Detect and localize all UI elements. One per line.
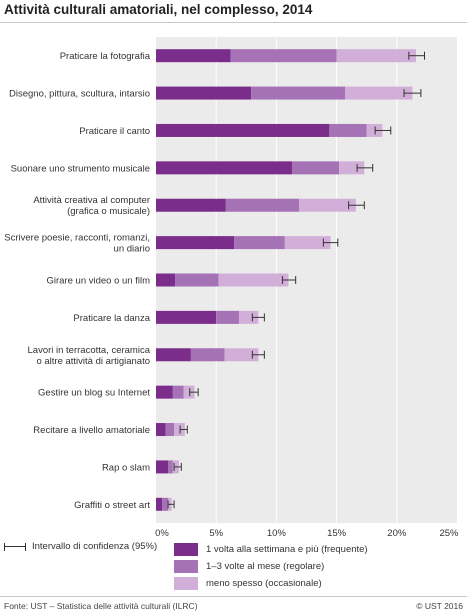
confidence-interval-symbol xyxy=(4,542,26,551)
category-label: Scrivere poesie, racconti, romanzi, un di… xyxy=(4,233,150,255)
bar-occasionale xyxy=(284,236,331,250)
x-tick-labels: 0% 5% 10% 15% 20% 25% xyxy=(155,528,459,539)
bar-frequente xyxy=(156,348,191,362)
category-label-line: Rap o slam xyxy=(102,462,150,473)
category-label-line: Suonare uno strumento musicale xyxy=(11,163,150,174)
bar-regolare xyxy=(175,273,219,287)
bar-occasionale xyxy=(218,273,289,287)
bar-regolare xyxy=(225,198,300,212)
legend-confidence-interval: Intervallo di confidenza (95%) xyxy=(4,541,157,552)
legend-item-regolare: 1–3 volte al mese (regolare) xyxy=(174,558,368,575)
bar-regolare xyxy=(216,310,240,324)
legend-item-frequente: 1 volta alla settimana e più (frequente) xyxy=(174,541,368,558)
category-labels: Praticare la fotografia Disegno, pittura,… xyxy=(4,51,150,511)
category-label: Disegno, pittura, scultura, intarsio xyxy=(9,89,150,100)
bar-occasionale xyxy=(345,86,413,100)
bar-occasionale xyxy=(366,123,383,137)
bar-occasionale xyxy=(239,310,259,324)
confidence-intervals xyxy=(167,51,425,509)
category-label-line: Girare un video o un film xyxy=(47,276,151,287)
bar-occasionale xyxy=(224,348,259,362)
x-tick-label: 25% xyxy=(439,528,459,539)
x-tick-label: 15% xyxy=(327,528,347,539)
category-label: Rap o slam xyxy=(102,462,150,473)
category-label: Praticare la fotografia xyxy=(60,51,151,62)
bar-frequente xyxy=(156,423,166,437)
category-label-line: Attività creativa al computer xyxy=(33,195,150,206)
category-label: Graffiti o street art xyxy=(74,500,150,511)
category-label: Suonare uno strumento musicale xyxy=(11,163,150,174)
bar-frequente xyxy=(156,497,163,511)
category-label-line: Lavori in terracotta, ceramica xyxy=(28,345,151,356)
legend-swatch-frequente xyxy=(174,543,198,556)
category-label-line: Graffiti o street art xyxy=(74,500,150,511)
bar-occasionale xyxy=(339,161,365,175)
category-label: Lavori in terracotta, ceramica o altre at… xyxy=(28,345,151,367)
category-label: Recitare a livello amatoriale xyxy=(33,425,150,436)
bar-occasionale xyxy=(174,423,185,437)
category-label-line: o altre attività di artigianato xyxy=(36,356,150,367)
bar-frequente xyxy=(156,460,169,474)
bar-regolare xyxy=(165,423,175,437)
bar-frequente xyxy=(156,310,217,324)
bars xyxy=(156,49,417,511)
bar-occasionale xyxy=(336,49,417,63)
bar-regolare xyxy=(234,236,285,250)
bar-frequente xyxy=(156,198,226,212)
title-divider xyxy=(0,22,467,23)
category-label-line: Praticare la danza xyxy=(73,313,150,324)
legend-swatch-regolare xyxy=(174,560,198,573)
bar-regolare xyxy=(172,385,184,399)
category-label: Praticare il canto xyxy=(79,126,150,137)
chart-title: Attività culturali amatoriali, nel compl… xyxy=(4,2,313,17)
bar-frequente xyxy=(156,86,252,100)
bar-frequente xyxy=(156,161,293,175)
category-label: Attività creativa al computer (grafica o … xyxy=(33,195,150,217)
bar-occasionale xyxy=(299,198,356,212)
source-note: Fonte: UST – Statistica delle attività c… xyxy=(4,601,198,611)
bar-occasionale xyxy=(183,385,195,399)
footer-divider xyxy=(0,596,467,597)
bar-regolare xyxy=(251,86,346,100)
bar-regolare xyxy=(292,161,340,175)
category-label-line: Scrivere poesie, racconti, romanzi, xyxy=(4,233,150,244)
x-tick-label: 5% xyxy=(209,528,223,539)
category-label-line: Gestire un blog su Internet xyxy=(38,388,150,399)
bar-frequente xyxy=(156,236,235,250)
bar-frequente xyxy=(156,273,176,287)
x-tick-label: 10% xyxy=(267,528,287,539)
category-label-line: Praticare la fotografia xyxy=(60,51,151,62)
bar-regolare xyxy=(230,49,337,63)
legend-ci-label: Intervallo di confidenza (95%) xyxy=(32,541,158,552)
x-tick-label: 0% xyxy=(155,528,169,539)
bar-frequente xyxy=(156,123,330,137)
bar-frequente xyxy=(156,49,231,63)
bar-regolare xyxy=(168,460,173,474)
legend-label-regolare: 1–3 volte al mese (regolare) xyxy=(206,561,325,572)
x-tick-label: 20% xyxy=(387,528,407,539)
bar-frequente xyxy=(156,385,173,399)
legend-item-occasionale: meno spesso (occasionale) xyxy=(174,575,368,592)
category-label: Gestire un blog su Internet xyxy=(38,388,150,399)
legend-swatch-occasionale xyxy=(174,577,198,590)
category-label-line: un diario xyxy=(114,244,150,255)
category-label-line: (grafica o musicale) xyxy=(67,206,150,217)
category-label-line: Praticare il canto xyxy=(79,126,150,137)
category-label-line: Disegno, pittura, scultura, intarsio xyxy=(9,89,150,100)
legend-label-occasionale: meno spesso (occasionale) xyxy=(206,578,322,589)
bar-regolare xyxy=(162,497,169,511)
legend: 1 volta alla settimana e più (frequente)… xyxy=(174,541,368,592)
copyright-note: © UST 2016 xyxy=(416,601,463,611)
category-label: Praticare la danza xyxy=(73,313,150,324)
bar-regolare xyxy=(329,123,367,137)
legend-label-frequente: 1 volta alla settimana e più (frequente) xyxy=(206,544,368,555)
category-label-line: Recitare a livello amatoriale xyxy=(33,425,150,436)
bar-regolare xyxy=(190,348,225,362)
category-label: Girare un video o un film xyxy=(47,276,151,287)
bar-chart: Praticare la fotografia Disegno, pittura,… xyxy=(4,37,459,539)
